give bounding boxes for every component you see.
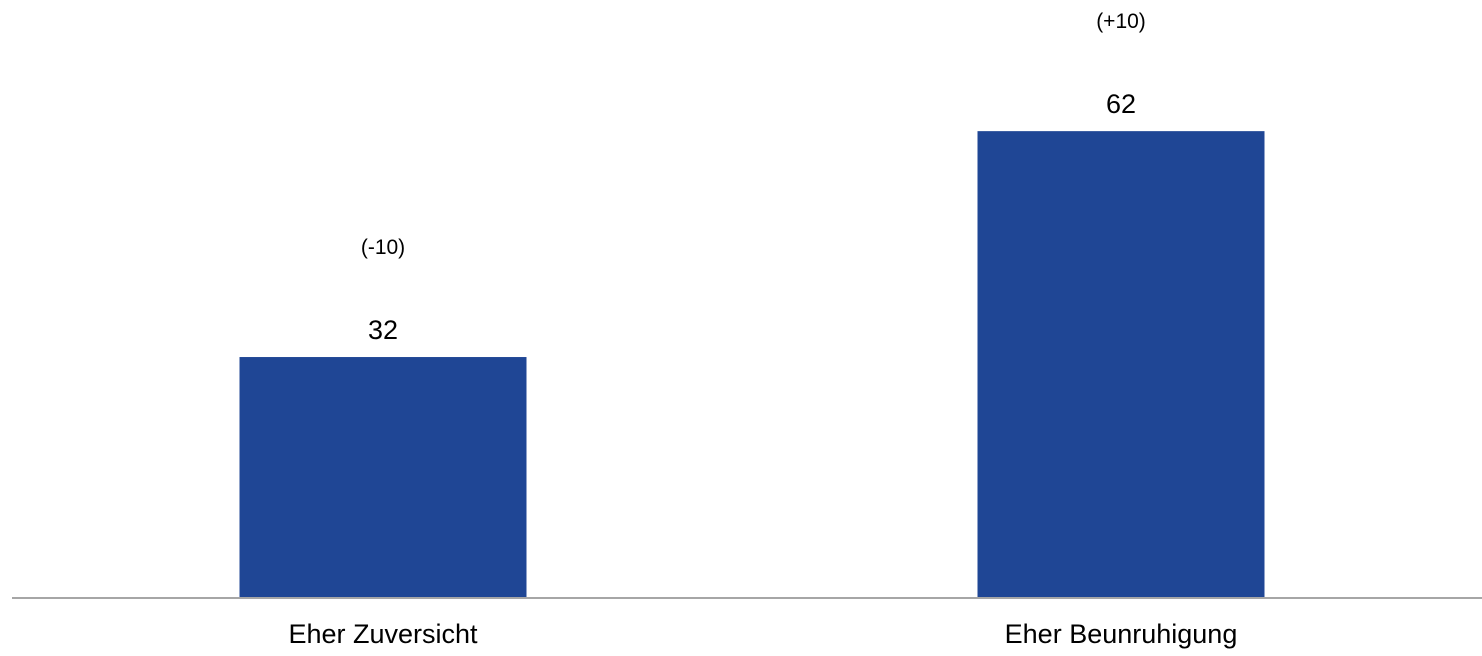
data-label-1: 62 [1106, 89, 1136, 119]
category-label-0: Eher Zuversicht [288, 619, 478, 649]
change-label-0: (-10) [361, 236, 405, 259]
bar-1 [977, 131, 1265, 598]
labels-group: 32 (-10) Eher Zuversicht 62 (+10) Eher Beunru… [288, 10, 1237, 649]
change-label-1: (+10) [1096, 10, 1146, 33]
category-label-1: Eher Beunruhigung [1005, 619, 1238, 649]
data-label-0: 32 [368, 315, 398, 345]
bar-0 [239, 357, 527, 598]
bars-group [239, 131, 1265, 598]
